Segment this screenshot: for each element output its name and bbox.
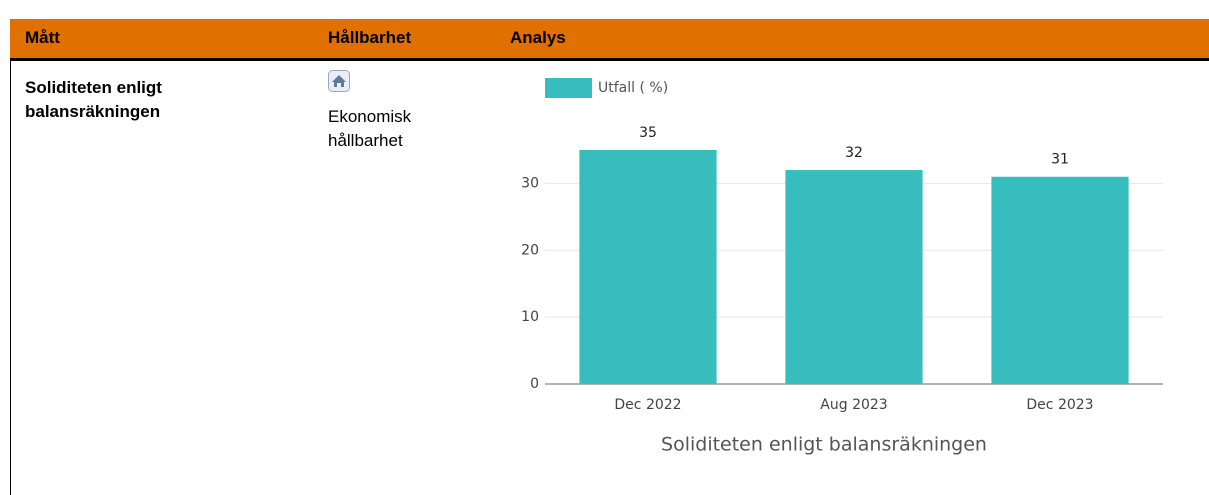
x-axis-title: Soliditeten enligt balansräkningen <box>661 434 987 456</box>
bar <box>785 170 923 384</box>
header-cell: Mått <box>25 28 60 47</box>
value-label: 35 <box>639 125 657 141</box>
bar <box>579 150 717 384</box>
legend-swatch <box>545 78 592 98</box>
table-border <box>10 61 11 495</box>
legend-label: Utfall ( %) <box>598 80 668 96</box>
x-tick-label: Aug 2023 <box>820 397 887 413</box>
measure-cell: Soliditeten enligt balansräkningen <box>25 78 162 121</box>
value-label: 32 <box>845 145 863 161</box>
x-tick-label: Dec 2022 <box>614 397 681 413</box>
header-cell: Hållbarhet <box>328 28 412 47</box>
sustainability-cell: Ekonomisk hållbarhet <box>328 107 412 150</box>
bar <box>991 176 1129 384</box>
y-tick-label: 30 <box>521 175 539 191</box>
table-header: Mått Hållbarhet Analys <box>10 19 1209 61</box>
x-tick-label: Dec 2023 <box>1026 397 1093 413</box>
y-tick-label: 20 <box>521 242 539 258</box>
home-icon <box>328 70 350 92</box>
y-tick-label: 0 <box>530 376 539 392</box>
header-cell: Analys <box>510 28 566 47</box>
y-tick-label: 10 <box>521 309 539 325</box>
value-label: 31 <box>1051 152 1069 168</box>
